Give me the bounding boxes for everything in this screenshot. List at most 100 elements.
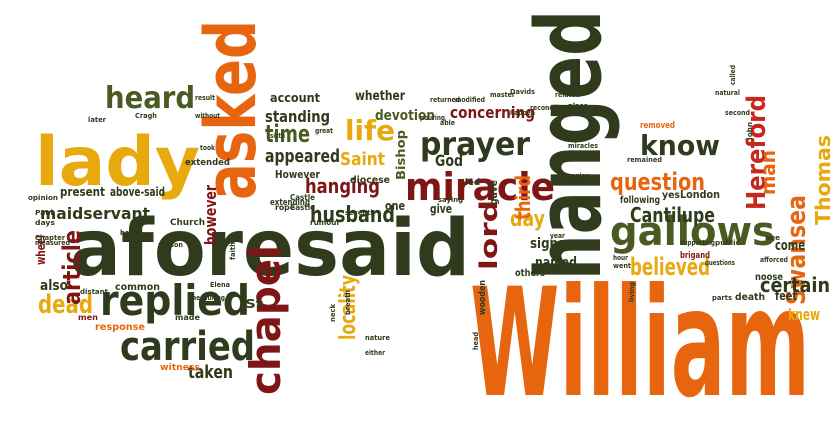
- cloud-word-bishop: Bishop: [394, 130, 408, 180]
- cloud-word-however: however: [201, 185, 220, 245]
- cloud-word-days: days: [35, 219, 55, 227]
- cloud-word-reconciliated: reconciliated: [530, 104, 575, 112]
- cloud-word-extended: extended: [185, 158, 230, 168]
- cloud-word-thomas: Thomas: [811, 135, 835, 225]
- cloud-word-chapter: Chapter: [35, 234, 66, 242]
- cloud-word-st: St: [245, 297, 263, 311]
- cloud-word-removed: removed: [640, 121, 675, 131]
- cloud-word-prayer: prayer: [420, 125, 530, 163]
- cloud-word-following: following: [620, 195, 660, 206]
- cloud-word-opinion: opinion: [28, 194, 58, 202]
- cloud-word-great: great: [315, 127, 334, 135]
- cloud-word-heard: heard: [105, 81, 195, 116]
- cloud-word-dead: dead: [38, 290, 93, 320]
- cloud-word-london: London: [680, 188, 720, 201]
- cloud-word-appeared: appeared: [265, 146, 340, 167]
- cloud-word-men: men: [78, 313, 98, 322]
- cloud-word-returned: returned: [430, 96, 460, 104]
- cloud-word-hour: hour: [613, 254, 628, 262]
- cloud-word-miracle: miracle: [405, 165, 555, 209]
- cloud-word-measured: measured: [35, 239, 70, 247]
- cloud-word-saint: Saint: [340, 149, 385, 170]
- cloud-word-asked: asked: [190, 20, 272, 200]
- cloud-word-john: John: [746, 122, 754, 141]
- cloud-word-back: back: [120, 229, 138, 237]
- cloud-word-age: age: [765, 234, 780, 242]
- cloud-word-afforced: afforced: [760, 256, 788, 264]
- cloud-word-castle: Castle: [290, 203, 316, 212]
- cloud-word-locality: locality: [336, 275, 361, 340]
- cloud-word-made: made: [175, 313, 201, 322]
- cloud-word-death: death: [735, 292, 765, 303]
- cloud-word-master: master: [490, 91, 515, 99]
- cloud-word-supporting: supporting: [680, 239, 715, 247]
- cloud-word-neck: neck: [329, 304, 337, 322]
- cloud-word-second: second: [725, 109, 750, 117]
- cloud-word-happen: happen: [510, 109, 535, 117]
- cloud-word-nature: nature: [365, 334, 390, 342]
- cloud-word-extending: extending: [270, 198, 310, 208]
- cloud-word-gallows: gallows: [610, 209, 775, 255]
- cloud-word-result: result: [195, 94, 216, 102]
- cloud-word-give: give: [430, 202, 452, 216]
- cloud-word-also: also: [40, 278, 68, 294]
- cloud-word-measuring: measuring: [190, 294, 225, 302]
- cloud-word-region: region: [568, 172, 590, 180]
- cloud-word-gave: gave: [487, 180, 500, 205]
- cloud-word-cragh: Cragh: [135, 112, 157, 120]
- cloud-word-paul: Paul: [35, 209, 53, 217]
- cloud-word-concerning: concerning: [450, 103, 535, 122]
- cloud-word-natural: natural: [715, 89, 740, 97]
- cloud-word-article: article: [58, 230, 86, 305]
- cloud-word-signs: signs: [530, 236, 565, 252]
- cloud-word-living: living: [628, 282, 636, 302]
- cloud-word-pouring: pouring: [420, 114, 445, 122]
- cloud-word-whether: whether: [355, 89, 405, 104]
- cloud-word-others: others: [515, 268, 545, 279]
- cloud-word-parts: parts: [712, 294, 732, 302]
- cloud-word-faith: faith: [229, 242, 237, 260]
- cloud-word-devotion: devotion: [375, 108, 435, 124]
- cloud-word-life: life: [345, 114, 395, 147]
- cloud-word-person: person: [158, 241, 183, 249]
- cloud-word-feet: feet: [775, 289, 797, 303]
- cloud-word-account: account: [270, 91, 320, 105]
- cloud-word-question: question: [610, 168, 705, 196]
- cloud-word-carried: carried: [120, 324, 255, 370]
- cloud-word-noose: noose: [755, 272, 783, 283]
- cloud-word-saying: saying: [438, 196, 463, 204]
- cloud-word-wooden: wooden: [478, 280, 488, 315]
- cloud-word-replied: replied: [100, 276, 250, 325]
- cloud-word-time: time: [265, 120, 310, 148]
- cloud-word-hereford: Hereford: [742, 95, 772, 210]
- cloud-word-remained: remained: [627, 156, 662, 164]
- cloud-word-swansea: Swansea: [782, 195, 812, 305]
- cloud-word-common: common: [115, 282, 160, 293]
- cloud-word-god: God: [435, 151, 463, 170]
- cloud-word-rumour: rumour: [310, 218, 340, 227]
- cloud-word-knew: knew: [788, 305, 820, 324]
- cloud-word-went: went: [613, 262, 632, 270]
- cloud-word-diocese: diocese: [350, 175, 390, 186]
- cloud-word-named: named: [535, 255, 577, 271]
- cloud-word-wheel: wheel: [34, 235, 48, 265]
- cloud-word-miracles: miracles: [568, 142, 598, 150]
- cloud-word-either: either: [365, 349, 385, 357]
- cloud-word-public: public: [715, 239, 740, 247]
- cloud-word-head: head: [472, 332, 480, 350]
- cloud-word-year: year: [550, 232, 565, 240]
- cloud-word-hanged: hanged: [517, 10, 622, 280]
- cloud-word-third: third: [511, 175, 535, 220]
- cloud-word-cantilupe: Cantilupe: [630, 203, 715, 227]
- cloud-word-chapel: chapel: [241, 245, 290, 395]
- cloud-word-standing: standing: [265, 107, 330, 126]
- cloud-word-sixth: sixth: [270, 132, 285, 140]
- cloud-word-however: However: [275, 168, 320, 181]
- cloud-word-aforesaid: aforesaid: [70, 204, 470, 294]
- cloud-word-davids: Davids: [510, 88, 535, 96]
- cloud-word-related: related: [555, 91, 580, 99]
- cloud-word-brigand: brigand: [680, 251, 710, 261]
- cloud-word-man: man: [756, 150, 780, 195]
- cloud-word-yes: yes: [662, 190, 680, 201]
